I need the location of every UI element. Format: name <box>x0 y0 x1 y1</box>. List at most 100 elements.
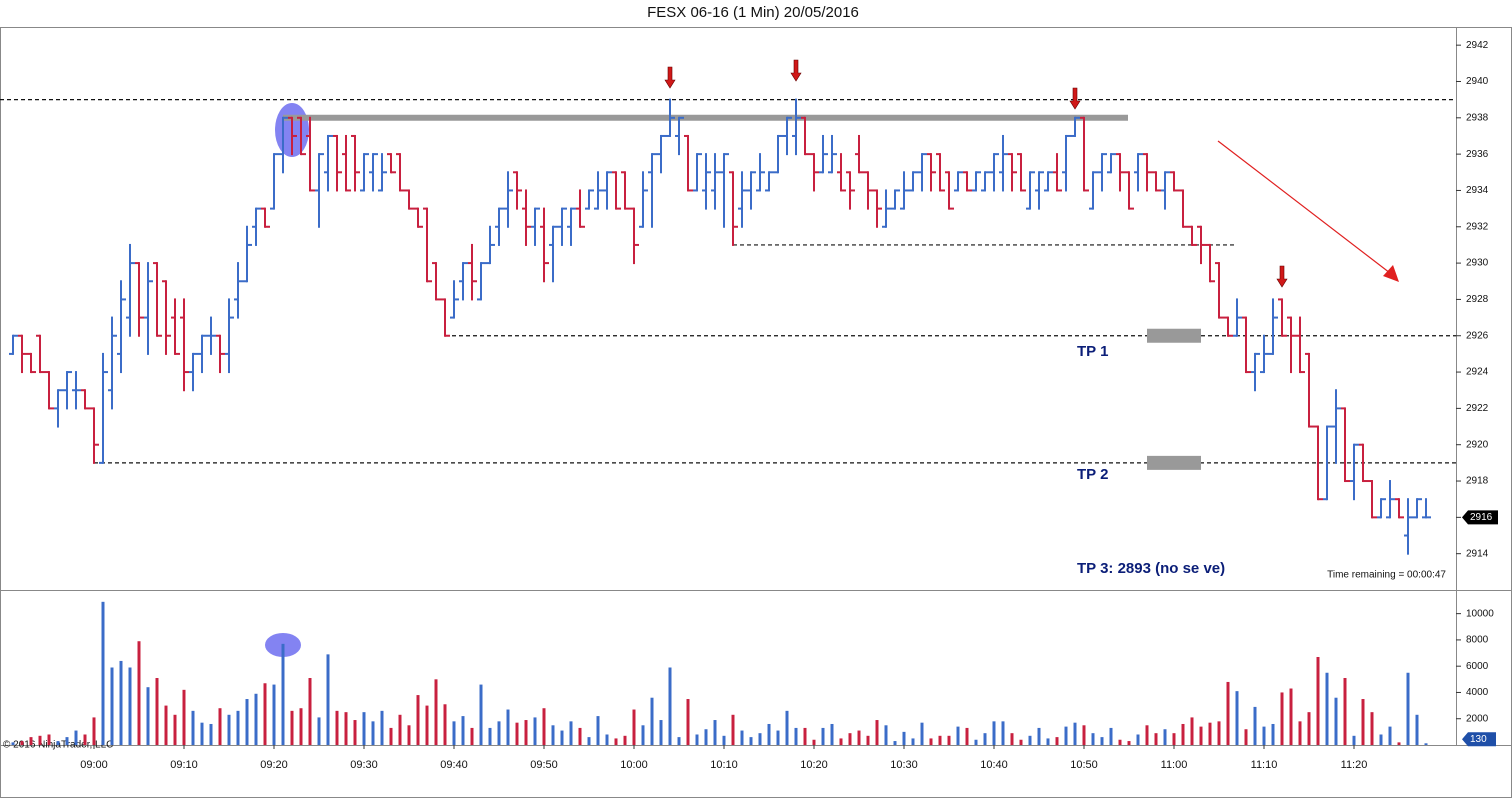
volume-bar <box>1208 722 1212 745</box>
volume-bar <box>506 709 510 745</box>
volume-bar <box>1046 738 1050 745</box>
volume-bar <box>677 737 681 745</box>
volume-bar <box>191 710 195 745</box>
volume-bar <box>1037 727 1041 745</box>
volume-bar <box>614 738 618 745</box>
volume-bar <box>587 737 591 745</box>
volume-bar <box>704 729 708 745</box>
y-tick-label: 2926 <box>1466 330 1489 341</box>
y-tick-label: 2914 <box>1466 548 1489 559</box>
x-tick-label: 10:20 <box>800 759 828 771</box>
volume-bar <box>1424 743 1428 745</box>
volume-bar <box>11 742 15 745</box>
volume-bar <box>119 660 123 745</box>
signal-arrow <box>1276 265 1288 288</box>
x-tick-label: 11:00 <box>1161 759 1188 771</box>
chart-title: FESX 06-16 (1 Min) 20/05/2016 <box>647 4 859 21</box>
last-volume-box <box>1462 732 1496 747</box>
volume-bar <box>92 717 96 745</box>
volume-bar <box>1217 721 1221 745</box>
volume-bar <box>1361 699 1365 745</box>
volume-bar <box>911 738 915 745</box>
volume-bar <box>758 733 762 745</box>
volume-bar <box>848 733 852 745</box>
volume-bar <box>245 699 249 745</box>
volume-bar <box>218 708 222 745</box>
volume-bar <box>992 721 996 745</box>
volume-bar <box>596 716 600 745</box>
volume-bar <box>1010 733 1014 745</box>
volume-bar <box>20 741 24 745</box>
x-tick-label: 09:10 <box>170 759 198 771</box>
volume-bar <box>893 741 897 745</box>
volume-bar <box>1253 706 1257 745</box>
volume-bar <box>344 712 348 745</box>
volume-bar <box>650 697 654 745</box>
volume-bar <box>209 723 213 745</box>
volume-bar <box>920 722 924 745</box>
volume-bar <box>200 722 204 745</box>
volume-bar <box>803 727 807 745</box>
volume-bar <box>974 739 978 745</box>
footer: © 2016 NinjaTrader, LLC <box>3 740 113 751</box>
volume-bar <box>1316 656 1320 745</box>
volume-bar <box>1019 739 1023 745</box>
volume-bar <box>1352 735 1356 745</box>
x-tick-label: 10:30 <box>890 759 918 771</box>
signal-arrow <box>664 66 676 89</box>
volume-bar <box>551 725 555 745</box>
y-tick-label: 2930 <box>1466 258 1489 269</box>
y-tick-label: 2940 <box>1466 76 1489 87</box>
volume-bar <box>902 731 906 745</box>
volume-bar <box>1163 729 1167 745</box>
volume-bar <box>110 667 114 745</box>
volume-bar <box>389 727 393 745</box>
x-tick-label: 10:00 <box>620 759 648 771</box>
volume-bar <box>74 730 78 745</box>
volume-bar <box>434 679 438 745</box>
volume-bar <box>173 714 177 745</box>
volume-bar <box>227 714 231 745</box>
volume-bar <box>1226 681 1230 745</box>
x-tick-label: 09:40 <box>440 759 468 771</box>
volume-bar <box>929 738 933 745</box>
y-tick-label: 2942 <box>1466 40 1489 51</box>
volume-bar <box>569 721 573 745</box>
volume-bar <box>956 726 960 745</box>
volume-bar <box>1091 733 1095 745</box>
y-tick-label: 2922 <box>1466 403 1489 414</box>
x-tick-label: 11:20 <box>1341 759 1368 771</box>
volume-bar <box>1343 678 1347 745</box>
volume-bar <box>317 717 321 745</box>
volume-bar <box>1028 735 1032 745</box>
volume-bar <box>137 641 141 745</box>
volume-bar <box>821 727 825 745</box>
y-tick-label: 6000 <box>1466 661 1489 672</box>
y-tick-label: 2918 <box>1466 476 1489 487</box>
volume-bar <box>1100 737 1104 745</box>
volume-bar <box>56 741 60 745</box>
volume-bar <box>1064 726 1068 745</box>
volume-bar <box>47 734 51 745</box>
volume-bar <box>965 727 969 745</box>
volume-bar <box>1370 712 1374 745</box>
x-tick-label: 09:50 <box>530 759 558 771</box>
frame <box>0 27 1512 798</box>
volume-bar <box>380 710 384 745</box>
volume-bar <box>398 714 402 745</box>
volume-bar <box>722 735 726 745</box>
signal-arrow <box>1069 87 1081 110</box>
volume-bar <box>947 735 951 745</box>
last-price-box <box>1462 510 1498 525</box>
volume-bar <box>776 730 780 745</box>
volume-bar <box>1190 717 1194 745</box>
volume-bar <box>164 705 168 745</box>
volume-bar <box>560 730 564 745</box>
volume-bar <box>731 714 735 745</box>
volume-bar <box>1262 726 1266 745</box>
volume-bar <box>686 699 690 745</box>
volume-bar <box>875 720 879 745</box>
x-tick-label: 10:50 <box>1070 759 1098 771</box>
volume-bar <box>1307 712 1311 745</box>
